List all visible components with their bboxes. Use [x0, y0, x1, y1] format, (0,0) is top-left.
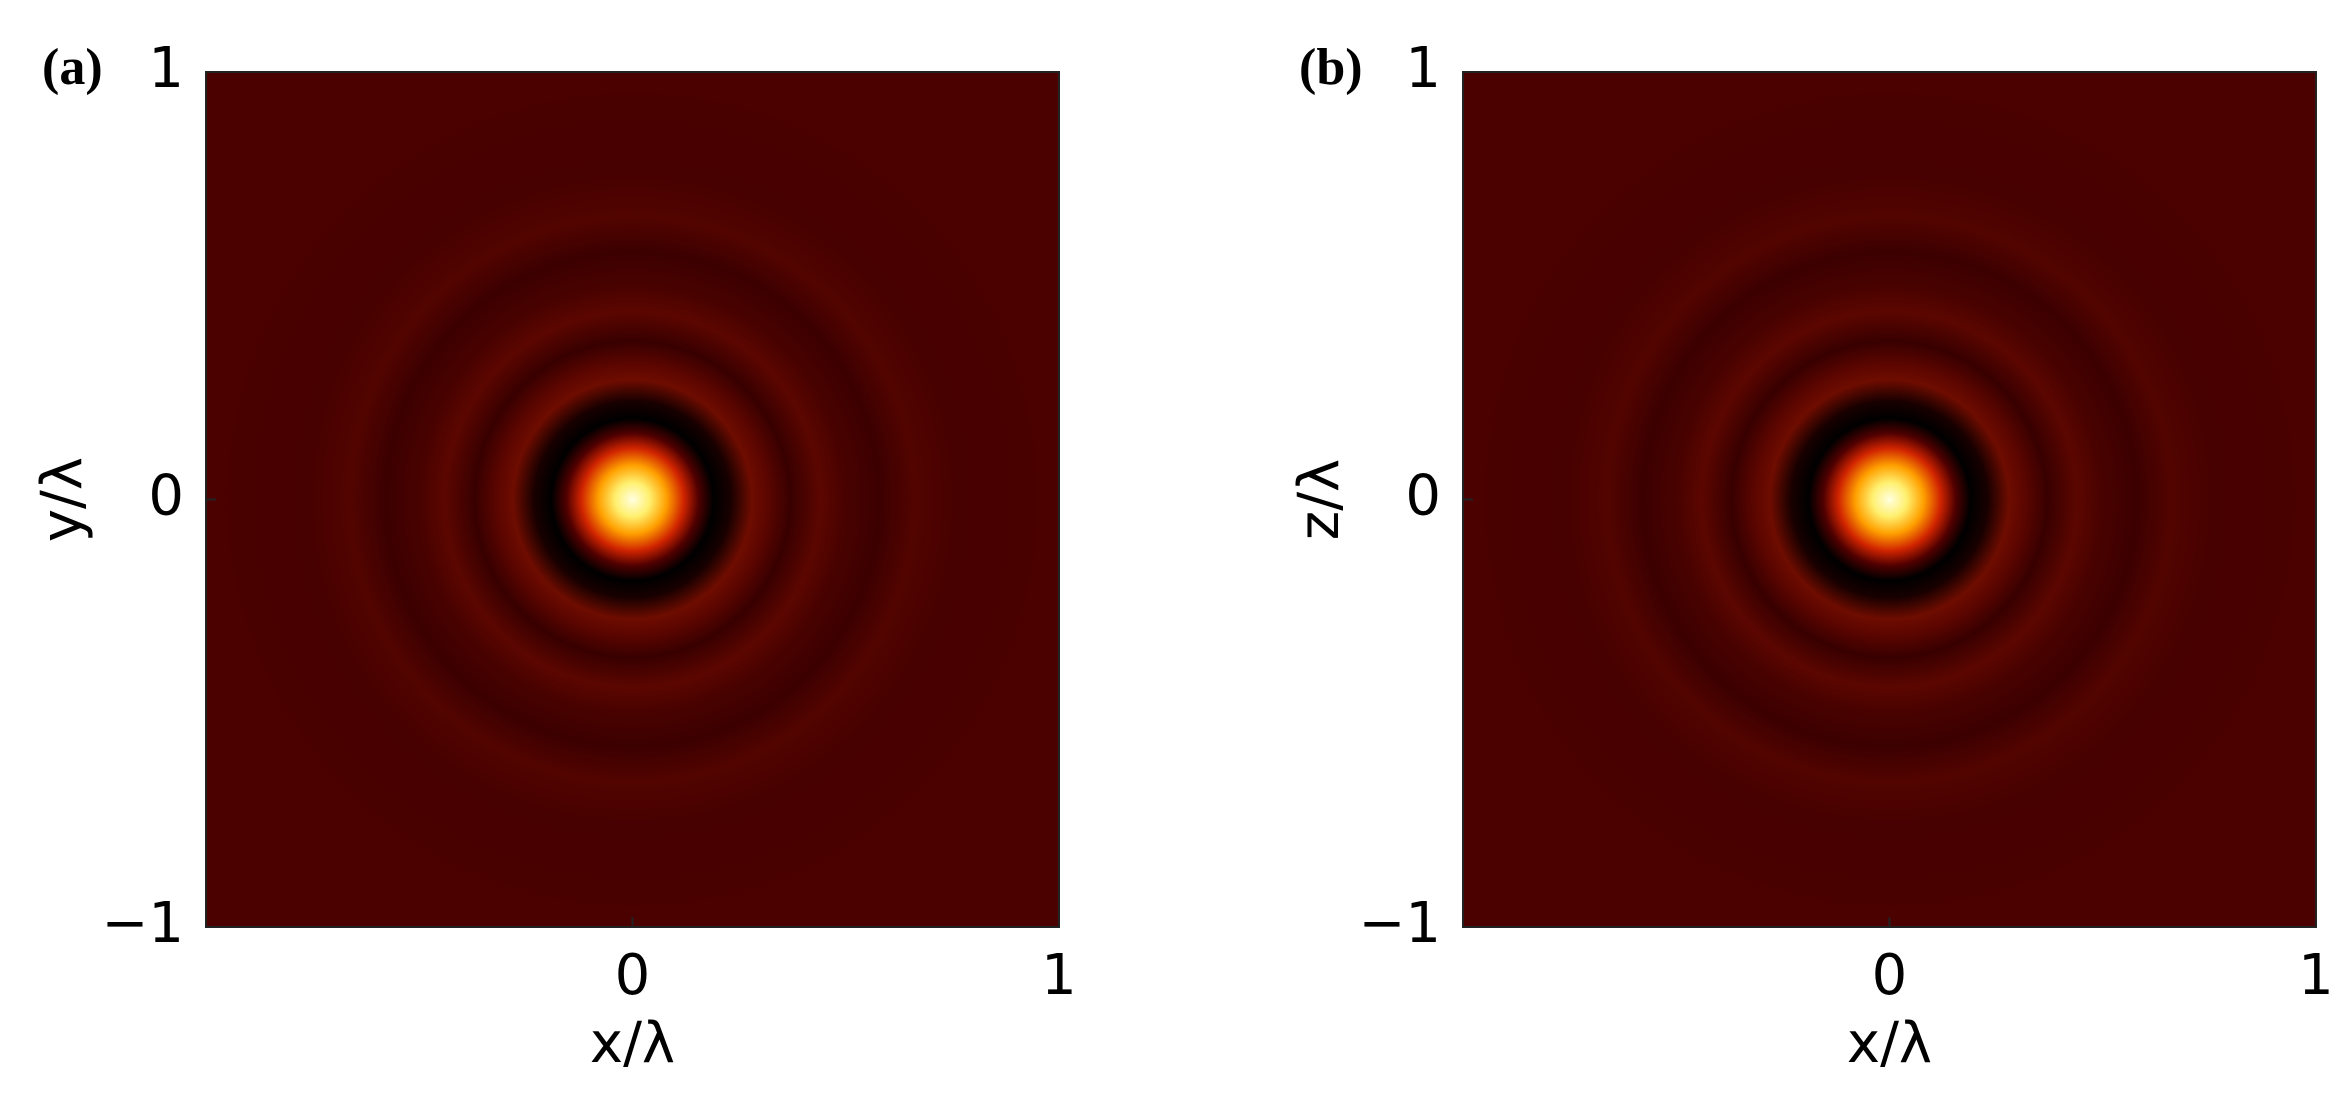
x-tick-label: 0 [615, 943, 651, 1008]
x-tick-label: 1 [1041, 943, 1077, 1008]
x-axis-label: x/λ [1847, 1011, 1932, 1076]
y-tick-label: −1 [1358, 891, 1441, 956]
x-tick-label: 1 [2298, 943, 2334, 1008]
x-tick-label: 0 [1872, 943, 1908, 1008]
y-tick-label: 0 [1405, 464, 1441, 529]
heatmap-image [1463, 72, 2316, 927]
y-tick-label: −1 [101, 891, 184, 956]
x-axis-label: x/λ [590, 1011, 675, 1076]
y-axis-label: y/λ [30, 457, 95, 542]
heatmap-image [206, 72, 1059, 927]
y-tick-label: 1 [148, 36, 184, 101]
y-axis-label: z/λ [1287, 459, 1352, 540]
y-tick-label: 1 [1405, 36, 1441, 101]
y-tick-label: 0 [148, 464, 184, 529]
panel-label: (a) [42, 39, 103, 96]
panel-label: (b) [1299, 39, 1363, 96]
